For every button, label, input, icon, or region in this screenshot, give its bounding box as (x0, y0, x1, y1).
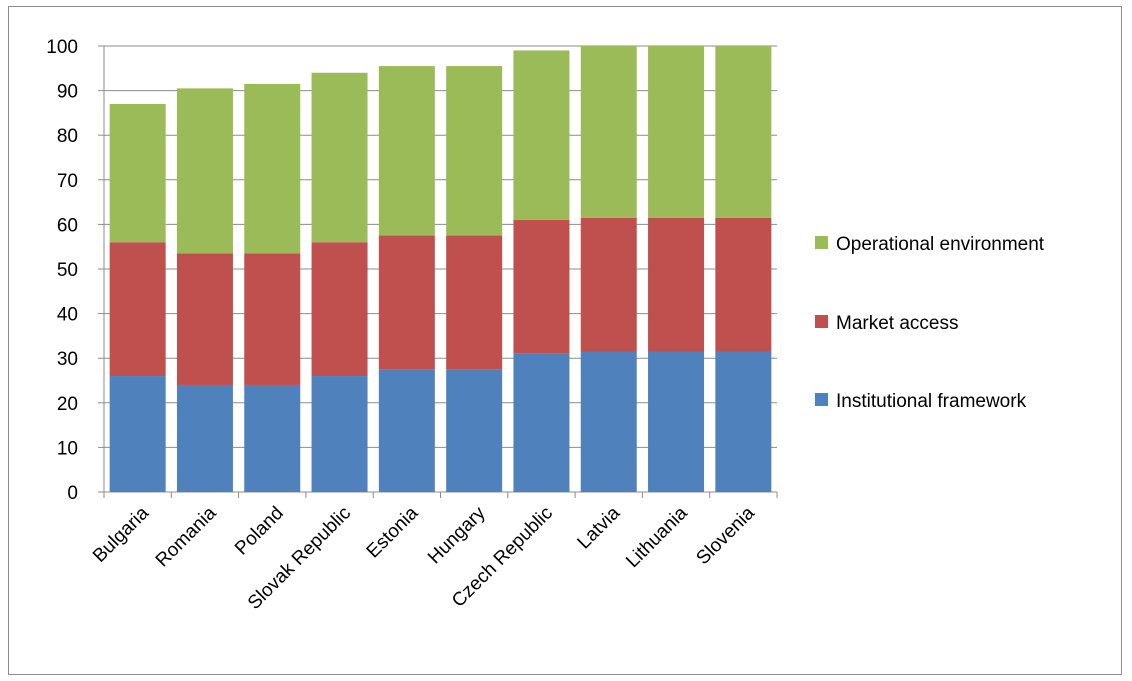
legend-label: Institutional framework (836, 391, 1027, 412)
y-tick-label: 40 (57, 305, 78, 326)
bar-segment-institutional-framework-latvia (580, 351, 637, 492)
y-tick-label: 80 (57, 126, 78, 147)
x-tick-label: Poland (231, 503, 288, 560)
bar-segment-operational-environment-latvia (580, 46, 637, 218)
bar-segment-operational-environment-czech-republic (513, 50, 570, 220)
bar-segment-market-access-bulgaria (109, 242, 166, 377)
bar-segment-market-access-romania (176, 253, 233, 385)
y-tick-label: 10 (57, 438, 78, 459)
y-tick-label: 70 (57, 171, 78, 192)
bar-segment-operational-environment-poland (244, 83, 301, 254)
x-tick-label: Lithuania (622, 502, 692, 572)
y-tick-label: 20 (57, 394, 78, 415)
x-tick-label: Romania (152, 502, 221, 571)
bar-segment-institutional-framework-slovenia (715, 351, 772, 492)
bar-segment-institutional-framework-bulgaria (109, 376, 166, 492)
legend: Operational environment Market access Inst… (815, 234, 1045, 412)
bar-segment-market-access-poland (244, 253, 301, 385)
bars (109, 46, 772, 492)
bar-segment-institutional-framework-estonia (378, 369, 435, 492)
y-axis-tick-labels: 0 10 20 30 40 50 60 70 80 90 100 (46, 37, 78, 504)
bar-segment-operational-environment-slovenia (715, 46, 772, 218)
bar-segment-operational-environment-lithuania (648, 46, 705, 218)
legend-swatch (815, 236, 828, 249)
x-tick-label: Slovenia (692, 502, 759, 569)
bar-segment-operational-environment-bulgaria (109, 103, 166, 243)
x-tick-label: Hungary (424, 502, 490, 568)
legend-label: Operational environment (836, 234, 1045, 255)
y-tick-label: 60 (57, 215, 78, 236)
bar-segment-market-access-slovenia (715, 217, 772, 352)
bar-segment-operational-environment-romania (176, 88, 233, 254)
bar-segment-institutional-framework-romania (176, 384, 233, 492)
bar-segment-operational-environment-slovak-republic (311, 72, 368, 243)
bar-segment-operational-environment-estonia (378, 66, 435, 236)
bar-segment-institutional-framework-hungary (446, 369, 503, 492)
x-tick-label: Estonia (363, 502, 423, 562)
y-tick-label: 30 (57, 349, 78, 370)
bar-segment-institutional-framework-czech-republic (513, 353, 570, 492)
x-tick-label: Bulgaria (89, 502, 153, 566)
bar-segment-institutional-framework-poland (244, 384, 301, 492)
bar-segment-market-access-lithuania (648, 217, 705, 352)
bar-segment-market-access-hungary (446, 235, 503, 370)
bar-segment-market-access-slovak-republic (311, 242, 368, 377)
x-tick-label: Latvia (574, 502, 625, 553)
y-tick-label: 90 (57, 82, 78, 103)
bar-segment-market-access-latvia (580, 217, 637, 352)
y-tick-label: 0 (67, 483, 78, 504)
y-tick-label: 50 (57, 260, 78, 281)
bar-segment-market-access-czech-republic (513, 219, 570, 354)
legend-swatch (815, 393, 828, 406)
bar-segment-market-access-estonia (378, 235, 435, 370)
legend-label: Market access (836, 313, 958, 334)
y-tick-label: 100 (46, 37, 78, 58)
legend-swatch (815, 315, 828, 328)
bar-segment-institutional-framework-lithuania (648, 351, 705, 492)
bar-segment-institutional-framework-slovak-republic (311, 376, 368, 492)
bar-segment-operational-environment-hungary (446, 66, 503, 236)
